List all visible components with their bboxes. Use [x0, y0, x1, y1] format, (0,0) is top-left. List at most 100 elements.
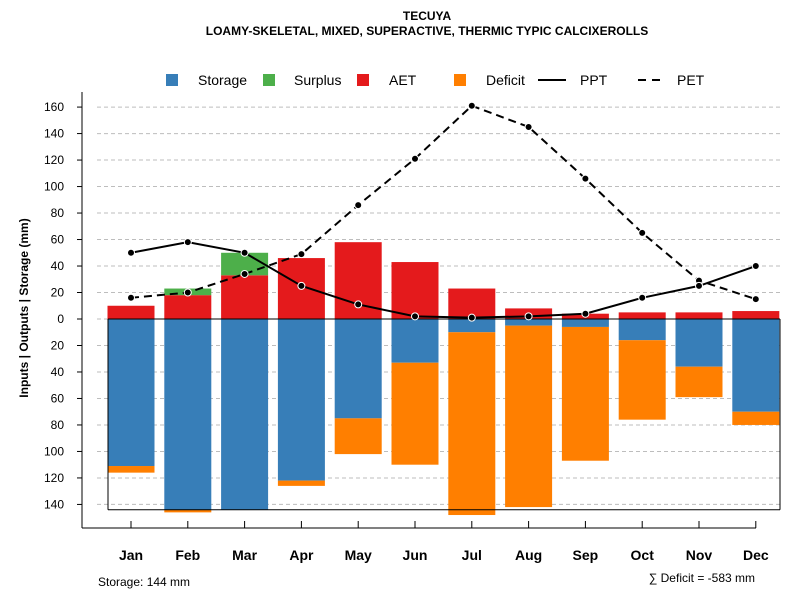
y-tick-label: 160: [44, 100, 64, 114]
legend-label-aet: AET: [389, 72, 417, 88]
point-ppt: [751, 262, 760, 271]
x-tick-label: Jan: [119, 547, 143, 563]
x-tick-label: Oct: [631, 547, 655, 563]
x-tick-label: Feb: [175, 547, 200, 563]
legend-label-ppt: PPT: [580, 72, 608, 88]
x-tick-label: Sep: [573, 547, 599, 563]
y-tick-label: 60: [51, 391, 65, 405]
point-ppt: [354, 300, 363, 309]
bar-aet: [391, 262, 439, 319]
axes: 160 140 120 100 80 60 40 20 0 20 40 60 80 100 120 140 Ja…: [44, 92, 781, 563]
point-pet: [524, 122, 533, 131]
bar-deficit: [277, 480, 325, 486]
y-tick-label: 140: [44, 497, 64, 511]
point-pet: [183, 288, 192, 297]
point-pet: [127, 293, 135, 302]
line-pet: [130, 104, 757, 301]
point-ppt: [127, 248, 135, 257]
chart-subtitle: LOAMY-SKELETAL, MIXED, SUPERACTIVE, THER…: [206, 24, 648, 38]
bar-storage: [164, 319, 212, 510]
bar-deficit: [732, 411, 780, 425]
deficit-annotation: ∑ Deficit = -583 mm: [649, 571, 755, 585]
legend-swatch-aet: [357, 74, 369, 86]
bar-storage: [505, 319, 553, 326]
legend-label-surplus: Surplus: [294, 72, 341, 88]
bar-deficit: [618, 340, 666, 420]
bar-deficit: [448, 332, 496, 516]
bar-storage: [107, 319, 155, 467]
bar-storage: [448, 319, 496, 333]
bar-deficit: [107, 466, 155, 473]
y-tick-label: 100: [44, 180, 64, 194]
y-tick-label: 80: [51, 418, 65, 432]
storage-annotation: Storage: 144 mm: [98, 575, 190, 589]
point-ppt: [183, 238, 192, 247]
point-ppt: [467, 313, 476, 322]
bar-deficit: [561, 326, 609, 461]
bar-deficit: [675, 366, 723, 398]
point-ppt: [638, 293, 647, 302]
point-ppt: [297, 281, 306, 290]
x-tick-label: Nov: [686, 547, 713, 563]
bar-aet: [675, 312, 723, 319]
point-pet: [297, 250, 306, 259]
legend: Storage Surplus AET Deficit PPT PET: [166, 72, 705, 88]
bar-deficit: [334, 418, 382, 455]
point-ppt: [240, 248, 249, 257]
legend-swatch-surplus: [263, 74, 275, 86]
y-axis-label: Inputs | Outputs | Storage (mm): [17, 218, 31, 397]
bar-storage: [561, 319, 609, 327]
bar-storage: [221, 319, 269, 510]
point-ppt: [524, 312, 533, 321]
bar-aet: [221, 275, 269, 319]
chart-title: TECUYA: [403, 9, 452, 23]
legend-swatch-deficit: [454, 74, 466, 86]
legend-label-pet: PET: [677, 72, 705, 88]
bar-aet: [732, 311, 780, 319]
bar-aet: [164, 295, 212, 319]
y-tick-label: 140: [44, 127, 64, 141]
point-ppt: [695, 281, 703, 290]
point-pet: [411, 154, 419, 163]
y-tick-label: 100: [44, 444, 64, 458]
bar-storage: [618, 319, 666, 341]
bar-aet: [618, 312, 666, 319]
point-ppt: [581, 309, 590, 318]
x-tick-label: Jul: [462, 547, 482, 563]
bars: [107, 242, 780, 516]
point-pet: [354, 201, 363, 210]
bar-storage: [732, 319, 780, 412]
point-pet: [467, 101, 476, 110]
point-pet: [581, 174, 590, 183]
y-tick-label: 120: [44, 471, 64, 485]
bar-surplus: [221, 252, 269, 276]
y-tick-label: 20: [51, 286, 65, 300]
bar-storage: [391, 319, 439, 363]
legend-label-storage: Storage: [198, 72, 247, 88]
x-tick-label: Mar: [232, 547, 257, 563]
y-tick-label: 120: [44, 153, 64, 167]
x-tick-label: Jun: [403, 547, 428, 563]
y-tick-label: 80: [51, 206, 65, 220]
x-tick-label: May: [345, 547, 372, 563]
x-tick-label: Apr: [289, 547, 314, 563]
legend-label-deficit: Deficit: [486, 72, 525, 88]
point-pet: [240, 269, 249, 278]
y-tick-label: 40: [51, 259, 65, 273]
point-pet: [751, 295, 760, 304]
lines: [127, 101, 760, 322]
point-pet: [638, 228, 647, 237]
bar-aet: [107, 305, 155, 319]
y-tick-label: 60: [51, 233, 65, 247]
line-ppt: [130, 241, 757, 319]
point-ppt: [411, 312, 419, 321]
y-tick-label: 40: [51, 365, 65, 379]
bar-storage: [334, 319, 382, 419]
y-tick-label: 0: [57, 312, 64, 326]
bar-deficit: [391, 362, 439, 465]
x-tick-label: Aug: [515, 547, 542, 563]
x-tick-label: Dec: [743, 547, 769, 563]
bar-storage: [675, 319, 723, 367]
legend-swatch-storage: [166, 74, 178, 86]
